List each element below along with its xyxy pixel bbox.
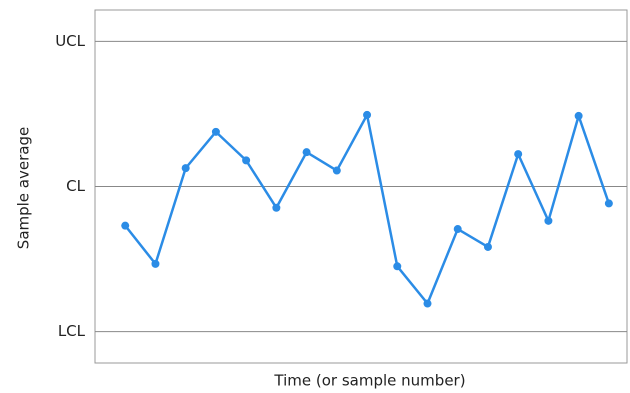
point: [604, 199, 613, 208]
point: [423, 299, 432, 308]
y-tick-label: UCL: [55, 32, 85, 50]
point: [514, 150, 523, 159]
point: [574, 111, 583, 120]
y-tick-label: CL: [66, 177, 85, 195]
point: [302, 148, 311, 157]
x-axis-label: Time (or sample number): [273, 372, 465, 390]
point: [544, 216, 553, 225]
point: [181, 164, 190, 173]
series-line: [124, 113, 611, 305]
y-axis-label: Sample average: [15, 127, 33, 249]
point: [121, 221, 130, 230]
point: [363, 110, 372, 119]
point: [272, 203, 281, 212]
point: [332, 166, 341, 175]
point: [151, 259, 160, 268]
point: [211, 127, 220, 136]
point: [483, 242, 492, 251]
point: [453, 225, 462, 234]
point: [242, 156, 251, 165]
point: [393, 262, 402, 271]
y-tick-label: LCL: [58, 322, 86, 340]
